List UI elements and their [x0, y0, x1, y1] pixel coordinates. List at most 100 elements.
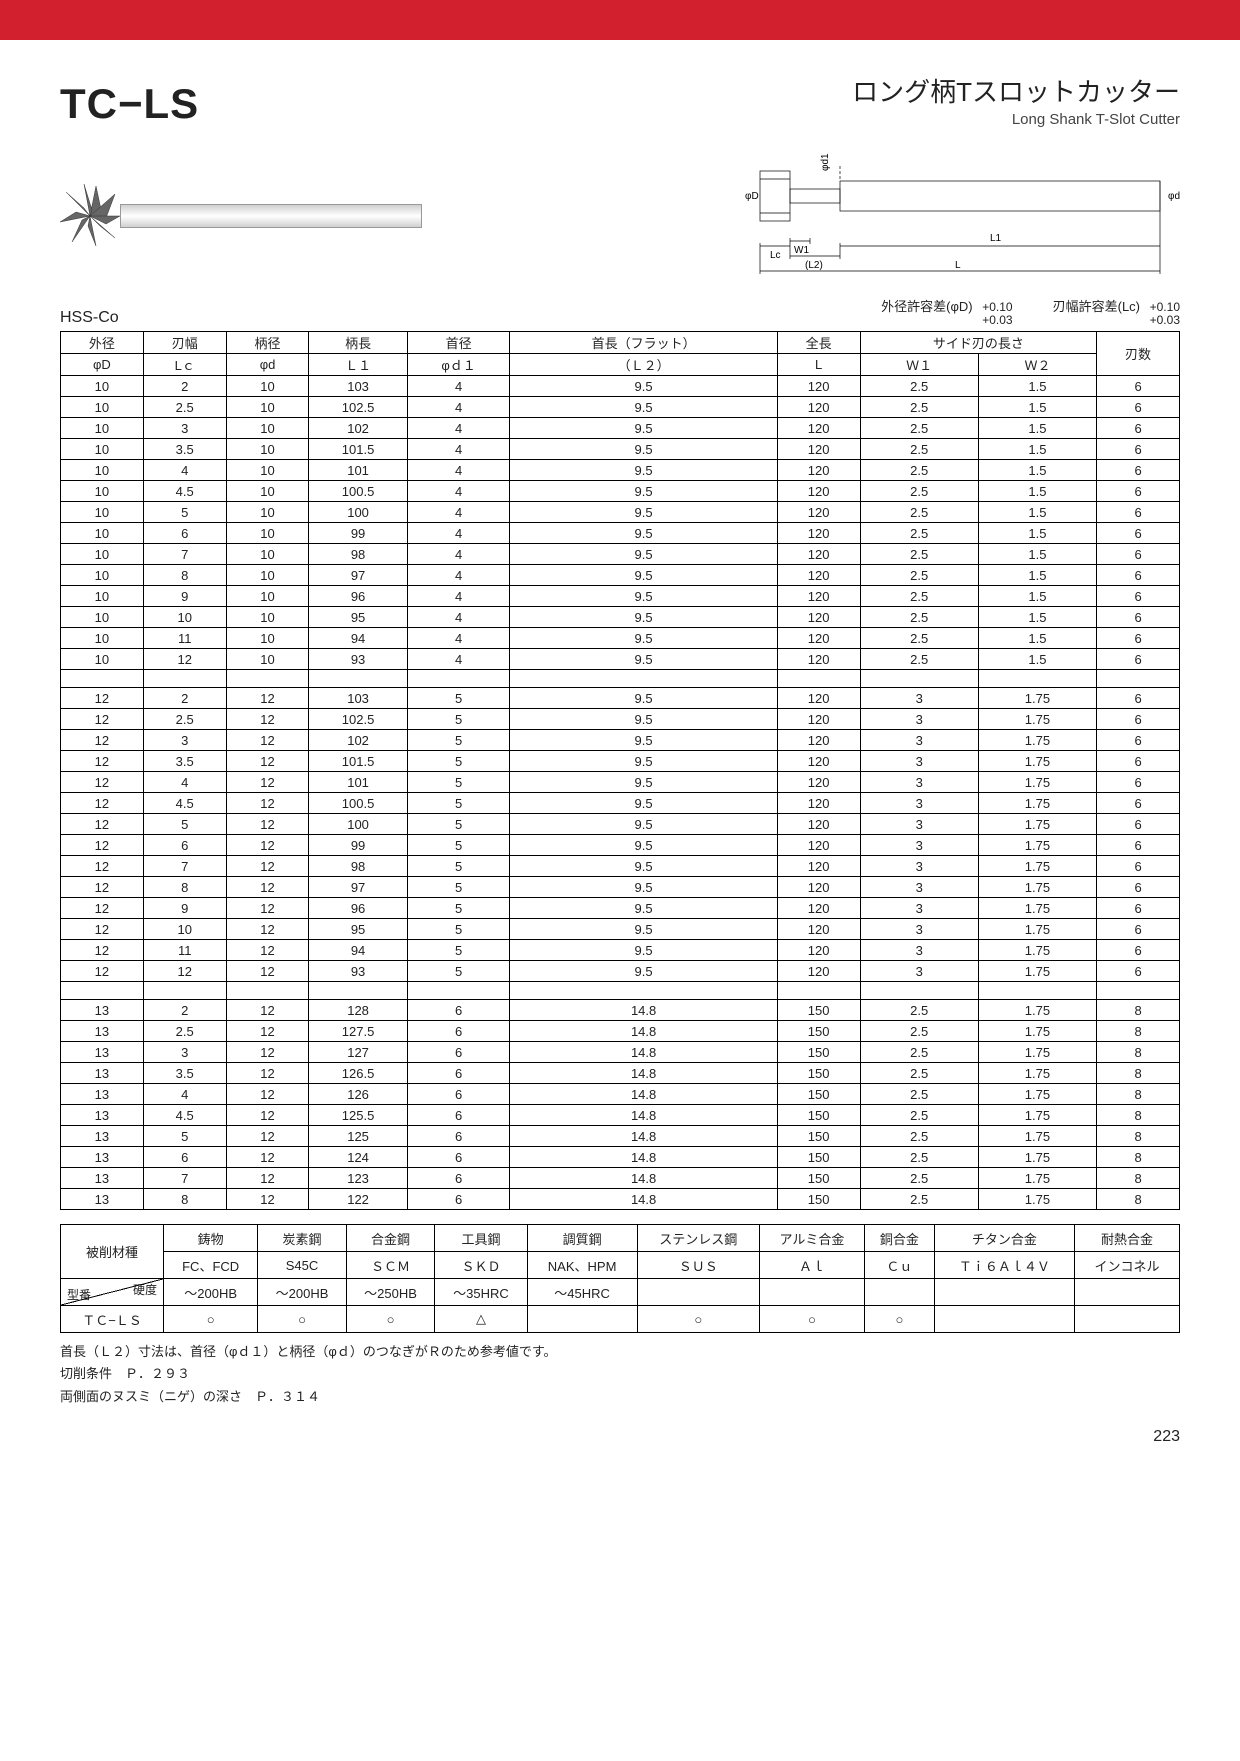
spec-cell: 1.75	[978, 1000, 1096, 1021]
spec-cell: 9.5	[510, 544, 777, 565]
spec-cell: 101.5	[309, 751, 407, 772]
spec-cell: 10	[143, 607, 226, 628]
spec-cell: 9.5	[510, 649, 777, 670]
spec-cell: 2.5	[860, 1189, 978, 1210]
spec-cell: 13	[61, 1021, 144, 1042]
spec-cell: 12	[143, 961, 226, 982]
spec-cell: 12	[226, 814, 309, 835]
spec-cell: 6	[1097, 544, 1180, 565]
spec-cell: 150	[777, 1189, 860, 1210]
spec-cell: 3	[860, 940, 978, 961]
spec-cell: 12	[226, 1084, 309, 1105]
spec-cell: 94	[309, 940, 407, 961]
spec-cell: 12	[61, 814, 144, 835]
spec-cell: 9.5	[510, 502, 777, 523]
spec-cell: 6	[1097, 439, 1180, 460]
spec-cell: 1.5	[978, 586, 1096, 607]
spec-cell: 9	[143, 898, 226, 919]
col-subheader: Lｃ	[143, 354, 226, 376]
spec-cell: 10	[226, 460, 309, 481]
spec-cell: 2.5	[143, 1021, 226, 1042]
spec-cell: 126.5	[309, 1063, 407, 1084]
spec-cell: 12	[61, 730, 144, 751]
spec-cell: 10	[226, 439, 309, 460]
spec-cell: 120	[777, 502, 860, 523]
spec-cell: 4	[407, 544, 510, 565]
spec-cell: 6	[407, 1189, 510, 1210]
spec-cell: 120	[777, 835, 860, 856]
spec-cell: 122	[309, 1189, 407, 1210]
spec-cell: 6	[407, 1126, 510, 1147]
spec-cell: 120	[777, 751, 860, 772]
page-number: 223	[60, 1428, 1180, 1446]
spec-cell: 3	[860, 961, 978, 982]
spec-cell: 100	[309, 814, 407, 835]
spec-cell: 6	[1097, 607, 1180, 628]
top-red-bar	[0, 0, 1240, 40]
spec-cell: 14.8	[510, 1147, 777, 1168]
od-tol-lower: +0.03	[982, 314, 1012, 327]
spec-cell: 1.75	[978, 856, 1096, 877]
spec-cell: 2.5	[860, 1126, 978, 1147]
material-jp: アルミ合金	[760, 1225, 865, 1252]
spec-cell: 1.75	[978, 940, 1096, 961]
spec-cell: 120	[777, 709, 860, 730]
spec-cell: 12	[226, 1168, 309, 1189]
spec-row: 13712123614.81502.51.758	[61, 1168, 1180, 1189]
spec-cell: 100.5	[309, 793, 407, 814]
spec-cell: 150	[777, 1168, 860, 1189]
spec-cell: 123	[309, 1168, 407, 1189]
spec-cell: 1.75	[978, 961, 1096, 982]
spec-cell: 8	[143, 877, 226, 898]
spec-cell: 1.5	[978, 649, 1096, 670]
spec-cell: 120	[777, 919, 860, 940]
spec-cell: 12	[226, 1063, 309, 1084]
col-header: 外径	[61, 332, 144, 354]
spec-cell: 9	[143, 586, 226, 607]
spec-cell: 1.75	[978, 877, 1096, 898]
spec-cell: 4	[143, 1084, 226, 1105]
spec-cell: 1.5	[978, 439, 1096, 460]
spec-cell: 12	[226, 1042, 309, 1063]
spec-cell: 8	[1097, 1000, 1180, 1021]
spec-cell: 4	[407, 586, 510, 607]
spec-cell: 9.5	[510, 877, 777, 898]
cutter-head-icon	[60, 176, 120, 256]
spec-cell: 10	[61, 418, 144, 439]
spec-row: 123.512101.559.512031.756	[61, 751, 1180, 772]
spec-cell: 3	[143, 418, 226, 439]
spec-cell: 9.5	[510, 397, 777, 418]
spec-cell: 6	[407, 1105, 510, 1126]
spec-cell: 4.5	[143, 481, 226, 502]
od-tolerance-label: 外径許容差(φD)	[881, 299, 972, 314]
dimension-drawing: Lc W1 (L2) L1 L φD φd1 φd	[710, 151, 1180, 281]
spec-cell: 9.5	[510, 919, 777, 940]
spec-row: 126129959.512031.756	[61, 835, 1180, 856]
spec-cell: 2.5	[860, 607, 978, 628]
material-jp: チタン合金	[934, 1225, 1074, 1252]
spec-cell: 6	[407, 1063, 510, 1084]
spec-cell: 150	[777, 1021, 860, 1042]
spec-cell: 6	[407, 1021, 510, 1042]
spec-cell: 14.8	[510, 1000, 777, 1021]
spec-cell: 1.75	[978, 1105, 1096, 1126]
spec-row: 134.512125.5614.81502.51.758	[61, 1105, 1180, 1126]
suitability-mark: △	[435, 1306, 527, 1333]
spec-cell: 14.8	[510, 1126, 777, 1147]
spec-cell: 12	[226, 856, 309, 877]
material-suitability-table: 被削材種鋳物炭素鋼合金鋼工具鋼調質鋼ステンレス鋼アルミ合金銅合金チタン合金耐熱合…	[60, 1224, 1180, 1333]
spec-cell: 6	[407, 1000, 510, 1021]
material-jp: 炭素鋼	[258, 1225, 347, 1252]
col-header: 全長	[777, 332, 860, 354]
spec-cell: 12	[226, 835, 309, 856]
col-subheader: （Ｌ２）	[510, 354, 777, 376]
spec-cell: 6	[1097, 418, 1180, 439]
spec-cell: 9.5	[510, 898, 777, 919]
spec-cell: 6	[407, 1084, 510, 1105]
spec-cell: 6	[1097, 688, 1180, 709]
spec-cell: 1.75	[978, 898, 1096, 919]
spec-cell: 1.75	[978, 730, 1096, 751]
suitability-mark	[1074, 1306, 1179, 1333]
spec-cell: 120	[777, 961, 860, 982]
spec-row: 102.510102.549.51202.51.56	[61, 397, 1180, 418]
